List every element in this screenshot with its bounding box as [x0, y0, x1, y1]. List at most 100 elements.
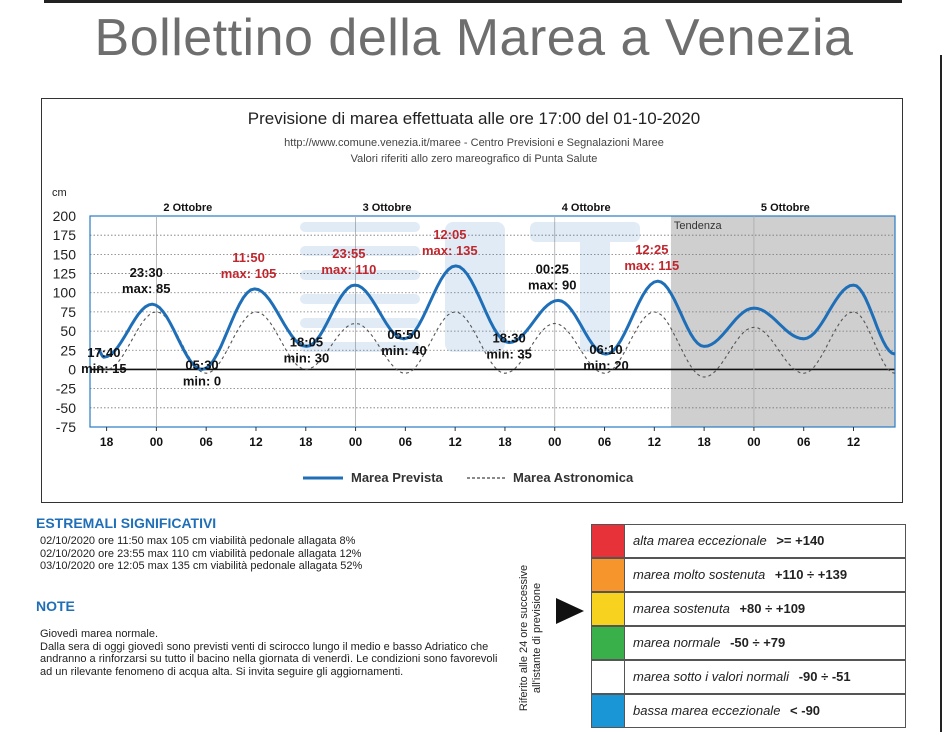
x-tick-label: 12 [648, 435, 662, 449]
annotation-time: 23:30 [130, 265, 163, 280]
annotation-time: 00:25 [536, 261, 569, 276]
x-tick-label: 06 [399, 435, 413, 449]
watermark-wave [300, 246, 420, 256]
watermark-wave [300, 294, 420, 304]
x-tick-label: 18 [498, 435, 512, 449]
tide-chart-frame [41, 98, 903, 503]
scale-label: alta marea eccezionale >= +140 [625, 524, 906, 558]
watermark-block [530, 222, 640, 242]
chart-title: Previsione di marea effettuata alle ore … [248, 109, 700, 128]
x-tick-label: 06 [797, 435, 811, 449]
y-tick-label: 175 [53, 227, 77, 243]
x-tick-label: 00 [150, 435, 164, 449]
scale-row-exceptional-low: bassa marea eccezionale < -90 [591, 694, 906, 728]
scale-level-range: -90 ÷ -51 [798, 669, 851, 684]
x-tick-label: 12 [249, 435, 263, 449]
scale-level-name: marea sotto i valori normali [633, 669, 790, 684]
annotation-time: 06:10 [589, 342, 622, 357]
scale-level-name: marea molto sostenuta [633, 567, 766, 582]
y-tick-label: 75 [60, 304, 76, 320]
scale-swatch [591, 694, 625, 728]
notes-line: Giovedì marea normale. [40, 628, 158, 640]
annotation-value: max: 110 [321, 262, 376, 277]
scale-label: marea normale -50 ÷ +79 [625, 626, 906, 660]
scale-level-name: marea sostenuta [633, 601, 730, 616]
x-tick-label: 18 [299, 435, 313, 449]
watermark-wave [300, 270, 420, 280]
annotation-value: min: 20 [583, 358, 629, 373]
y-axis-unit: cm [52, 187, 67, 199]
x-tick-label: 12 [448, 435, 462, 449]
scale-level-range: +110 ÷ +139 [774, 567, 848, 582]
scale-row-normal: marea normale -50 ÷ +79 [591, 626, 906, 660]
scale-label: marea molto sostenuta +110 ÷ +139 [625, 558, 906, 592]
y-tick-label: 25 [60, 342, 76, 358]
watermark-block [580, 222, 610, 352]
scale-swatch [591, 558, 625, 592]
y-tick-label: 50 [60, 323, 76, 339]
annotation-time: 17:40 [87, 345, 120, 360]
watermark-wave [300, 222, 420, 232]
scale-side-label: Riferito alle 24 ore successive all'ista… [518, 564, 543, 712]
x-tick-label: 00 [349, 435, 363, 449]
x-tick-label: 06 [598, 435, 612, 449]
annotation-value: min: 0 [183, 373, 221, 388]
tide-chart: Previsione di marea effettuata alle ore … [52, 109, 896, 485]
annotation-time: 12:05 [433, 227, 466, 242]
x-tick-label: 12 [847, 435, 861, 449]
scale-row-below-normal: marea sotto i valori normali -90 ÷ -51 [591, 660, 906, 694]
y-tick-label: 0 [68, 361, 76, 377]
annotation-value: max: 135 [422, 243, 478, 258]
y-tick-label: 200 [53, 208, 77, 224]
page-title: Bollettino della Marea a Venezia [94, 9, 854, 67]
chart-subtitle-reference: Valori riferiti allo zero mareografico d… [351, 153, 598, 165]
notes-body: Giovedì marea normale. Dalla sera di ogg… [40, 628, 510, 678]
series-line-forecast [97, 264, 896, 372]
scale-level-range: >= +140 [776, 533, 825, 548]
scale-level-range: -50 ÷ +79 [730, 635, 786, 650]
annotation-value: min: 15 [81, 361, 127, 376]
annotation-value: max: 115 [624, 258, 679, 273]
scale-label: bassa marea eccezionale < -90 [625, 694, 906, 728]
annotation-value: max: 85 [122, 281, 170, 296]
y-tick-label: 125 [53, 266, 77, 282]
y-tick-label: 100 [53, 285, 77, 301]
annotation-value: max: 105 [221, 266, 277, 281]
x-tick-label: 18 [100, 435, 114, 449]
scale-swatch [591, 592, 625, 626]
annotation-time: 05:50 [387, 327, 420, 342]
scale-label: marea sostenuta +80 ÷ +109 [625, 592, 906, 626]
annotation-value: max: 90 [528, 277, 576, 292]
series-line-astronomical [98, 311, 896, 378]
annotation-value: min: 35 [486, 347, 532, 362]
notes-line: Dalla sera di oggi giovedì sono previsti… [40, 640, 498, 678]
chart-subtitle-url: http://www.comune.venezia.it/maree - Cen… [284, 137, 664, 149]
watermark-wave [300, 342, 420, 352]
day-label: 2 Ottobre [163, 202, 212, 214]
tide-level-scale: alta marea eccezionale >= +140 marea mol… [591, 524, 906, 728]
scale-swatch [591, 626, 625, 660]
day-label: 3 Ottobre [363, 202, 412, 214]
scale-swatch [591, 524, 625, 558]
scale-level-range: < -90 [790, 703, 821, 718]
annotation-time: 05:30 [185, 357, 218, 372]
scale-level-range: +80 ÷ +109 [739, 601, 806, 616]
scale-level-name: alta marea eccezionale [633, 533, 767, 548]
day-label: 5 Ottobre [761, 202, 810, 214]
plot-area-border [89, 215, 896, 428]
x-tick-label: 06 [200, 435, 214, 449]
annotation-time: 18:30 [492, 331, 525, 346]
extremes-list: 02/10/2020 ore 11:50 max 105 cm viabilit… [40, 535, 362, 573]
annotation-value: min: 30 [284, 350, 330, 365]
top-rule [44, 0, 902, 3]
annotation-value: min: 40 [381, 343, 427, 358]
trend-label: Tendenza [674, 220, 723, 232]
watermark-wave [300, 318, 420, 328]
legend-label-forecast: Marea Prevista [351, 470, 444, 485]
scale-row-sustained: marea sostenuta +80 ÷ +109 [591, 592, 906, 626]
annotation-time: 11:50 [232, 250, 265, 265]
x-tick-label: 00 [747, 435, 761, 449]
extreme-line: 02/10/2020 ore 23:55 max 110 cm viabilit… [40, 547, 362, 560]
trend-region [670, 216, 895, 427]
y-tick-label: -50 [56, 400, 76, 416]
